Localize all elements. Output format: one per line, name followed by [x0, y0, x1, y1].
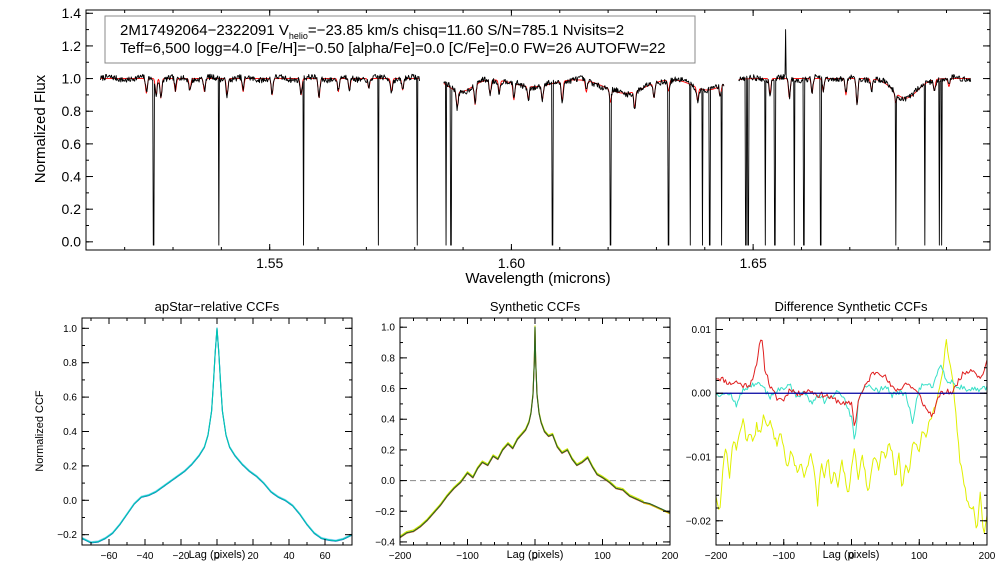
- apstar-ccf-xtick-label: −20: [173, 551, 190, 562]
- apstar-ccf-ytick-label: 0.4: [63, 427, 77, 438]
- difference-ccf-title: Difference Synthetic CCFs: [775, 299, 928, 314]
- apstar-ccf-xtick-label: −40: [137, 551, 154, 562]
- difference-ccf-ytick-label: 0.00: [692, 389, 712, 400]
- difference-ccf-ytick-label: −0.01: [686, 453, 712, 464]
- apstar-ccf-ccf-3: [82, 327, 352, 543]
- apstar-ccf-ytick-label: 0.6: [63, 393, 77, 404]
- apstar-ccf-ytick-label: 0.8: [63, 358, 77, 369]
- spectrum-ytick-label: 0.6: [62, 136, 82, 152]
- difference-ccf-xlabel: Lag (pixels): [823, 549, 880, 561]
- synthetic-ccf-plot-area: [400, 325, 670, 539]
- difference-ccf-cyan: [716, 364, 987, 440]
- difference-ccf-xtick-label: 0: [849, 551, 855, 562]
- spectrum-xtick-label: 1.55: [256, 255, 283, 271]
- spectrum-model-line: [738, 78, 971, 105]
- apstar-ccf-ccf-2: [82, 328, 352, 544]
- spectrum-ytick-label: 1.2: [62, 38, 82, 54]
- spectrum-xtick-label: 1.60: [498, 255, 525, 271]
- spectrum-ylabel: Normalized Flux: [32, 74, 49, 183]
- apstar-ccf-ytick-label: 0.0: [63, 496, 77, 507]
- synthetic-ccf-ytick-label: −0.2: [375, 507, 395, 518]
- spectrum-ytick-label: 0.0: [62, 234, 82, 250]
- difference-ccf-xtick-label: 100: [911, 551, 928, 562]
- apstar-ccf-xtick-label: 0: [214, 551, 220, 562]
- apstar-ccf-axes: −60 −40 −20 0 20 40 60 −0.2 0.0 0.2 0.4 0.6 0.8 1.0: [57, 318, 352, 562]
- spectrum-ytick-label: 0.4: [62, 168, 82, 184]
- difference-ccf-ytick-label: 0.01: [692, 325, 712, 336]
- synthetic-ccf-ytick-label: 0.8: [381, 353, 395, 364]
- spectrum-info-box: [104, 15, 696, 64]
- difference-ccf-ytick-label: −0.02: [686, 516, 712, 527]
- synthetic-ccf-ytick-label: 0.4: [381, 415, 395, 426]
- apstar-ccf-ylabel: Normalized CCF: [34, 390, 46, 472]
- apstar-ccf-ytick-label: −0.2: [57, 530, 77, 541]
- difference-ccf-panel: −200 −100 0 100 200 −0.02 −0.01 0.00 0.01 Differ…: [686, 299, 996, 562]
- synthetic-ccf-xtick-label: −100: [456, 551, 479, 562]
- synthetic-ccf-synthetic-a: [400, 325, 670, 537]
- spectrum-header-stats: =−23.85 km/s chisq=11.60 S/N=785.1 Nvisi…: [308, 22, 624, 39]
- synthetic-ccf-panel: −200 −100 0 100 200 −0.4 −0.2 0.0 0.2 0.4 0.6 0.8 1.…: [375, 299, 679, 562]
- spectrum-observed-line: [443, 75, 725, 246]
- spectrum-header-line1: 2M17492064−2322091 Vhelio=−23.85 km/s ch…: [120, 22, 624, 41]
- apstar-ccf-xtick-label: 60: [319, 551, 331, 562]
- synthetic-ccf-title: Synthetic CCFs: [490, 299, 581, 314]
- synthetic-ccf-ytick-label: 0.0: [381, 476, 395, 487]
- synthetic-ccf-xtick-label: 100: [594, 551, 611, 562]
- spectrum-observed-line: [738, 29, 972, 246]
- apstar-ccf-xtick-label: 20: [247, 551, 259, 562]
- spectrum-ytick-label: 1.4: [62, 5, 82, 21]
- synthetic-ccf-synthetic-c: [400, 326, 670, 538]
- spectrum-ytick-label: 0.8: [62, 103, 82, 119]
- difference-ccf-axes: −200 −100 0 100 200 −0.02 −0.01 0.00 0.01: [686, 318, 996, 562]
- spectrum-plot-area: [100, 29, 972, 246]
- synthetic-ccf-xtick-label: 200: [662, 551, 679, 562]
- spectrum-panel: 1.55 1.60 1.65 0.0 0.2 0.4 0.6 0.8 1.0 1.2 1.4 2M1…: [32, 5, 991, 287]
- synthetic-ccf-xtick-label: 0: [532, 551, 538, 562]
- difference-ccf-xtick-label: −100: [772, 551, 795, 562]
- synthetic-ccf-ytick-label: 0.6: [381, 384, 395, 395]
- apstar-ccf-title: apStar−relative CCFs: [155, 299, 280, 314]
- spectrum-xtick-label: 1.65: [739, 255, 766, 271]
- spectrum-axes: 1.55 1.60 1.65 0.0 0.2 0.4 0.6 0.8 1.0 1.2 1.4: [62, 5, 990, 271]
- apstar-ccf-xtick-label: −60: [101, 551, 118, 562]
- spectrum-header-line2: Teff=6,500 logg=4.0 [Fe/H]=−0.50 [alpha/…: [120, 40, 666, 57]
- apstar-ccf-ccf-1: [82, 327, 352, 543]
- apstar-ccf-xtick-label: 40: [283, 551, 295, 562]
- spectrum-header-sub: helio: [289, 31, 308, 41]
- spectrum-xlabel: Wavelength (microns): [465, 270, 610, 287]
- apstar-ccf-frame: [81, 317, 353, 546]
- spectrum-frame: [85, 9, 991, 251]
- difference-ccf-xtick-label: −200: [705, 551, 728, 562]
- spectrum-model-line: [443, 79, 725, 109]
- synthetic-ccf-ytick-label: −0.4: [375, 537, 395, 548]
- difference-ccf-frame: [715, 317, 988, 546]
- difference-ccf-xtick-label: 200: [979, 551, 996, 562]
- synthetic-ccf-synthetic-b: [400, 327, 670, 539]
- synthetic-ccf-xtick-label: −200: [389, 551, 412, 562]
- apstar-ccf-xlabel: Lag (pixels): [189, 549, 246, 561]
- synthetic-ccf-axes: −200 −100 0 100 200 −0.4 −0.2 0.0 0.2 0.4 0.6 0.8 1.…: [375, 318, 679, 562]
- apstar-ccf-ytick-label: 1.0: [63, 324, 77, 335]
- difference-ccf-yellow: [716, 339, 987, 534]
- spectrum-header-star: 2M17492064−2322091 V: [120, 22, 289, 39]
- difference-ccf-plot-area: [716, 339, 987, 534]
- spectrum-ytick-label: 1.0: [62, 70, 82, 86]
- spectrum-ytick-label: 0.2: [62, 201, 82, 217]
- apstar-ccf-ytick-label: 0.2: [63, 461, 77, 472]
- synthetic-ccf-ytick-label: 1.0: [381, 323, 395, 334]
- apstar-ccf-panel: −60 −40 −20 0 20 40 60 −0.2 0.0 0.2 0.4 0.6 0.8 1.0 a…: [34, 299, 353, 562]
- difference-ccf-red: [716, 339, 987, 426]
- apstar-ccf-plot-area: [82, 327, 352, 544]
- spectrum-observed-line: [100, 73, 421, 246]
- synthetic-ccf-xlabel: Lag (pixels): [507, 549, 564, 561]
- synthetic-ccf-ytick-label: 0.2: [381, 445, 395, 456]
